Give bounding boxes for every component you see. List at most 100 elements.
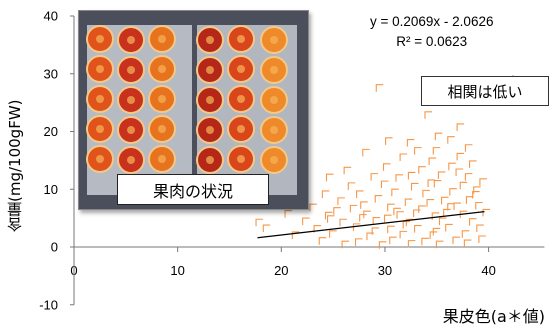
scatter-points	[255, 84, 491, 249]
y-tick-labels: -10 0 10 20 30 40	[39, 9, 74, 312]
data-point	[359, 214, 367, 222]
data-point	[441, 196, 449, 205]
data-point	[421, 237, 429, 246]
data-point	[362, 148, 370, 157]
y-tick-label: 10	[44, 182, 58, 197]
data-point	[360, 201, 368, 209]
data-point	[325, 173, 334, 182]
orange-core	[158, 155, 166, 163]
orange-core	[158, 95, 166, 103]
data-point	[455, 168, 464, 177]
regression-equation: y = 0.2069x - 2.0626	[370, 14, 494, 29]
data-point	[456, 123, 465, 131]
data-point	[426, 199, 435, 207]
data-point	[410, 182, 419, 191]
data-point	[375, 84, 384, 92]
data-point	[374, 195, 383, 203]
data-point	[391, 188, 399, 197]
orange-core	[127, 36, 135, 44]
data-point	[321, 190, 330, 198]
data-point	[404, 198, 413, 207]
data-point	[433, 180, 442, 188]
data-point	[395, 174, 403, 182]
orange-core	[127, 156, 135, 164]
data-point	[372, 216, 381, 225]
data-point	[478, 235, 486, 243]
orange-core	[270, 36, 278, 44]
orange-core	[206, 66, 214, 74]
callout-box: 相関は低い	[421, 76, 549, 106]
data-point	[447, 136, 455, 144]
data-point	[302, 217, 310, 226]
data-point	[445, 223, 453, 232]
data-point	[469, 218, 477, 226]
data-point	[473, 186, 481, 194]
data-point	[354, 238, 363, 246]
orange-core	[237, 95, 245, 103]
data-point	[393, 207, 401, 216]
y-axis-title: 含量(mg/100gFW)	[6, 99, 24, 233]
orange-core	[206, 126, 214, 134]
r-squared: R² = 0.0623	[396, 34, 468, 49]
data-point	[434, 132, 443, 141]
data-point	[324, 211, 333, 220]
data-point	[465, 196, 474, 204]
data-point	[291, 231, 300, 239]
data-point	[370, 173, 379, 181]
data-point	[352, 223, 361, 231]
y-tick-label: 20	[44, 124, 58, 139]
x-tick-label: 40	[481, 263, 495, 278]
data-point	[424, 111, 432, 119]
data-point	[407, 240, 416, 248]
data-point	[318, 237, 327, 245]
data-point	[418, 166, 426, 174]
data-point	[459, 181, 468, 190]
orange-core	[96, 125, 104, 133]
y-tick-label: 30	[44, 66, 58, 81]
data-point	[432, 147, 441, 155]
data-point	[389, 236, 397, 245]
orange-core	[270, 66, 278, 74]
x-tick-label: 30	[378, 263, 392, 278]
data-point	[399, 153, 408, 161]
orange-core	[206, 96, 214, 104]
data-point	[405, 218, 414, 227]
orange-core	[158, 65, 166, 73]
data-point	[399, 230, 408, 239]
data-point	[309, 203, 317, 212]
data-point	[414, 147, 422, 155]
data-point	[438, 217, 447, 226]
data-point	[333, 207, 341, 215]
data-point	[456, 152, 465, 161]
orange-core	[237, 155, 245, 163]
y-tick-label: 40	[44, 9, 58, 24]
data-point	[472, 190, 480, 199]
data-point	[349, 204, 358, 213]
data-point	[449, 188, 457, 196]
data-point	[385, 137, 393, 145]
data-point	[380, 180, 389, 189]
data-point	[384, 214, 392, 223]
data-point	[356, 190, 364, 198]
data-point	[482, 208, 491, 217]
data-point	[387, 225, 395, 234]
data-point	[435, 240, 444, 249]
orange-core	[158, 125, 166, 133]
orange-core	[270, 96, 278, 104]
data-point	[453, 202, 462, 211]
data-point	[461, 230, 470, 238]
x-tick-label: 10	[170, 263, 184, 278]
data-point	[479, 178, 487, 186]
data-point	[447, 203, 455, 211]
data-point	[327, 215, 335, 223]
orange-core	[127, 66, 135, 74]
orange-core	[96, 35, 104, 43]
data-point	[262, 224, 271, 233]
data-point	[284, 210, 293, 218]
orange-core	[127, 126, 135, 134]
orange-core	[270, 126, 278, 134]
data-point	[429, 231, 438, 239]
data-point	[396, 211, 404, 219]
data-point	[313, 225, 322, 233]
data-point	[427, 179, 436, 187]
